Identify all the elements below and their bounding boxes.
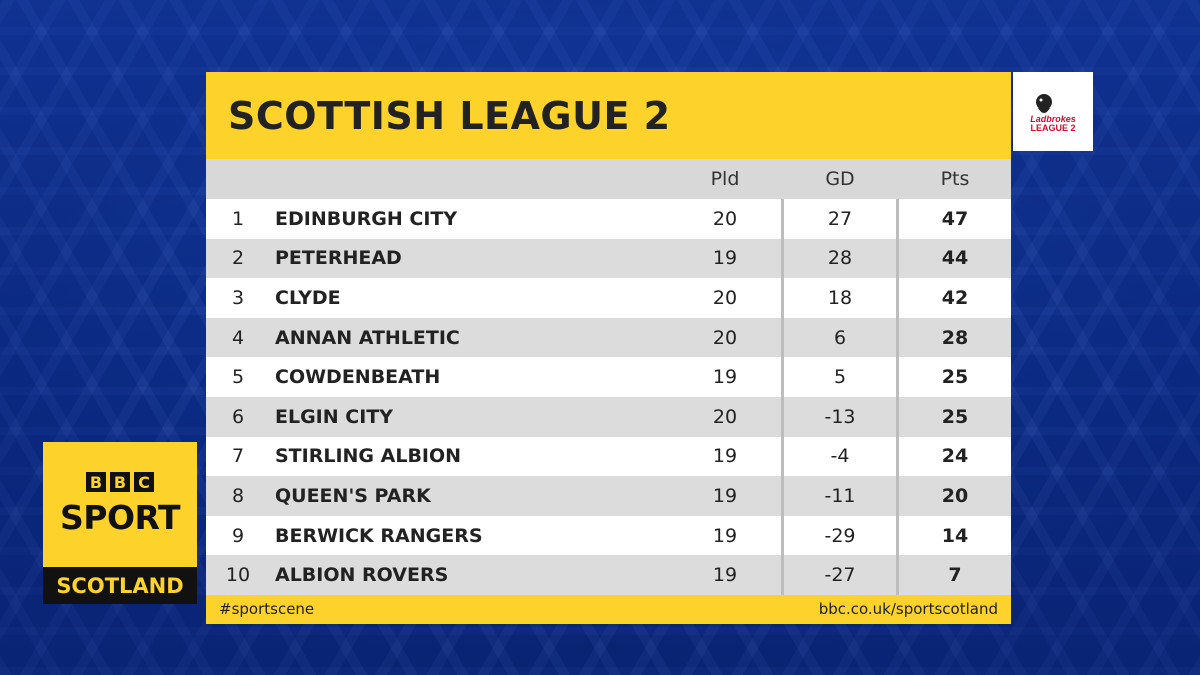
team-name-cell: EDINBURGH CITY <box>265 199 669 239</box>
position-cell: 7 <box>206 436 265 477</box>
league-logo: Ladbrokes LEAGUE 2 <box>1013 72 1093 151</box>
points-cell: 28 <box>899 317 1011 358</box>
points-cell: 24 <box>899 436 1011 477</box>
played-cell: 19 <box>669 515 781 556</box>
bbc-sport-scotland-logo: B B C SPORT SCOTLAND <box>43 442 197 604</box>
table-row: 1 EDINBURGH CITY 20 27 47 <box>206 199 1011 239</box>
hashtag-text: #sportscene <box>219 600 315 619</box>
goal-difference-cell: 5 <box>784 357 896 397</box>
goal-difference-cell: -29 <box>784 515 896 556</box>
team-name-cell: QUEEN'S PARK <box>265 476 669 516</box>
table-row: 8 QUEEN'S PARK 19 -11 20 <box>206 476 1011 516</box>
page-title: SCOTTISH LEAGUE 2 <box>228 93 671 138</box>
goal-difference-cell: 18 <box>784 278 896 318</box>
column-header-pld: Pld <box>710 168 740 190</box>
position-cell: 6 <box>206 396 265 437</box>
position-cell: 10 <box>206 555 265 595</box>
table-row: 7 STIRLING ALBION 19 -4 24 <box>206 436 1011 477</box>
position-cell: 4 <box>206 317 265 358</box>
points-cell: 20 <box>899 476 1011 516</box>
table-row: 10 ALBION ROVERS 19 -27 7 <box>206 555 1011 595</box>
team-name-cell: ELGIN CITY <box>265 396 669 437</box>
league-table: Pld GD Pts 1 EDINBURGH CITY 20 27 47 2 PETERHE… <box>206 159 1011 595</box>
website-url: bbc.co.uk/sportscotland <box>818 600 998 619</box>
position-cell: 5 <box>206 357 265 397</box>
region-label: SCOTLAND <box>56 573 184 598</box>
points-cell: 25 <box>899 357 1011 397</box>
points-cell: 7 <box>899 555 1011 595</box>
scotland-bar: SCOTLAND <box>43 567 197 604</box>
bbc-sport-block: B B C SPORT <box>43 442 197 567</box>
table-header-row: Pld GD Pts <box>206 159 1011 199</box>
bbc-letter: B <box>86 472 106 492</box>
table-row: 3 CLYDE 20 18 42 <box>206 278 1011 318</box>
team-name-cell: PETERHEAD <box>265 238 669 279</box>
goal-difference-cell: 6 <box>784 317 896 358</box>
title-bar: SCOTTISH LEAGUE 2 <box>206 72 1011 159</box>
position-cell: 1 <box>206 199 265 239</box>
points-cell: 25 <box>899 396 1011 437</box>
bbc-letter: B <box>110 472 130 492</box>
played-cell: 19 <box>669 555 781 595</box>
played-cell: 20 <box>669 199 781 239</box>
bbc-letter: C <box>134 472 154 492</box>
played-cell: 20 <box>669 317 781 358</box>
table-row: 2 PETERHEAD 19 28 44 <box>206 238 1011 279</box>
goal-difference-cell: -13 <box>784 396 896 437</box>
played-cell: 19 <box>669 357 781 397</box>
table-row: 6 ELGIN CITY 20 -13 25 <box>206 396 1011 437</box>
team-name-cell: BERWICK RANGERS <box>265 515 669 556</box>
footer-bar: #sportscene bbc.co.uk/sportscotland <box>206 594 1011 624</box>
position-cell: 2 <box>206 238 265 279</box>
points-cell: 14 <box>899 515 1011 556</box>
column-header-pts: Pts <box>940 168 970 190</box>
goal-difference-cell: -11 <box>784 476 896 516</box>
played-cell: 19 <box>669 476 781 516</box>
table-row: 4 ANNAN ATHLETIC 20 6 28 <box>206 317 1011 358</box>
bbc-letters: B B C <box>86 472 154 492</box>
team-name-cell: COWDENBEATH <box>265 357 669 397</box>
table-body: 1 EDINBURGH CITY 20 27 47 2 PETERHEAD 19 28 44 3 CL… <box>206 199 1011 595</box>
team-name-cell: ANNAN ATHLETIC <box>265 317 669 358</box>
played-cell: 20 <box>669 396 781 437</box>
team-name-cell: STIRLING ALBION <box>265 436 669 477</box>
team-name-cell: ALBION ROVERS <box>265 555 669 595</box>
played-cell: 19 <box>669 238 781 279</box>
lion-icon <box>1036 94 1052 113</box>
table-row: 5 COWDENBEATH 19 5 25 <box>206 357 1011 397</box>
points-cell: 47 <box>899 199 1011 239</box>
points-cell: 44 <box>899 238 1011 279</box>
table-row: 9 BERWICK RANGERS 19 -29 14 <box>206 515 1011 556</box>
goal-difference-cell: -27 <box>784 555 896 595</box>
goal-difference-cell: -4 <box>784 436 896 477</box>
logo-sponsor-text: Ladbrokes <box>1030 114 1076 124</box>
points-cell: 42 <box>899 278 1011 318</box>
position-cell: 9 <box>206 515 265 556</box>
logo-league-text: LEAGUE 2 <box>1030 123 1076 133</box>
league-table-panel: SCOTTISH LEAGUE 2 Pld GD Pts 1 EDINBURGH … <box>206 72 1011 624</box>
position-cell: 8 <box>206 476 265 516</box>
played-cell: 20 <box>669 278 781 318</box>
column-header-gd: GD <box>825 168 855 190</box>
sport-wordmark: SPORT <box>60 498 180 537</box>
position-cell: 3 <box>206 278 265 318</box>
team-name-cell: CLYDE <box>265 278 669 318</box>
goal-difference-cell: 28 <box>784 238 896 279</box>
played-cell: 19 <box>669 436 781 477</box>
goal-difference-cell: 27 <box>784 199 896 239</box>
